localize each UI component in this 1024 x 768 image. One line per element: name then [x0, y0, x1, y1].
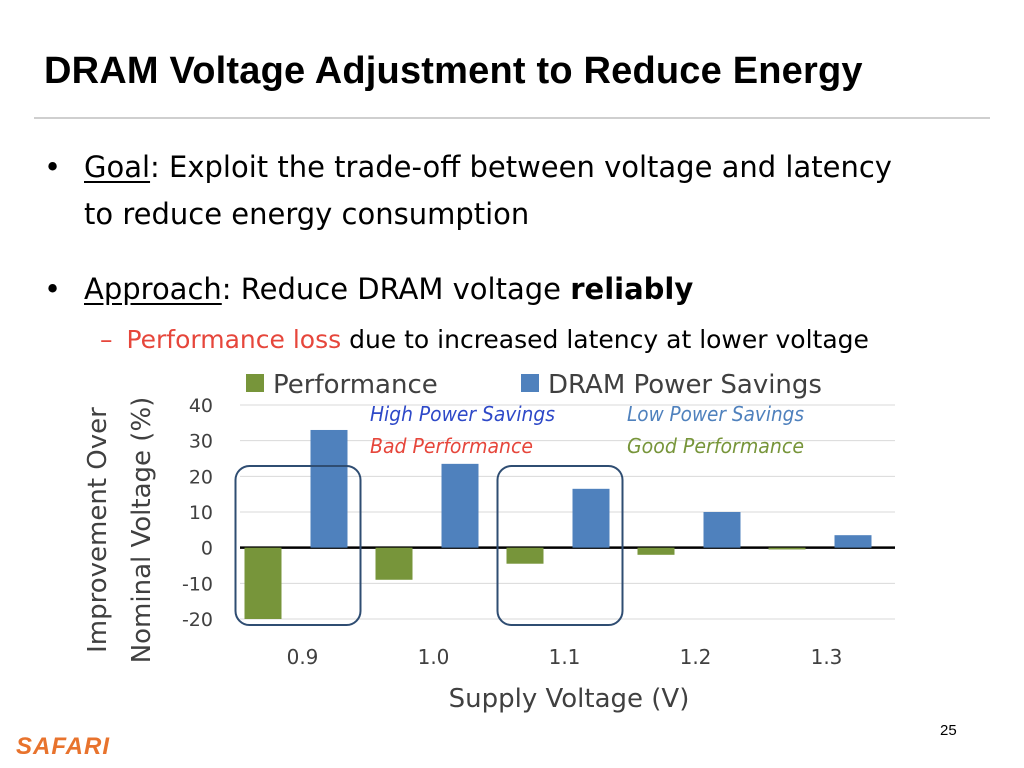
legend-swatch — [246, 374, 264, 392]
bar-performance — [506, 547, 544, 564]
legend-swatch — [521, 374, 539, 392]
goal-bullet-line1: Goal: Exploit the trade-off between volt… — [84, 150, 892, 184]
y-tick-label: 10 — [189, 502, 213, 524]
sub-dash: – — [100, 325, 113, 354]
approach-emphasis: reliably — [570, 272, 694, 306]
approach-subbullet: – Performance loss due to increased late… — [100, 325, 869, 354]
x-axis-title: Supply Voltage (V) — [449, 684, 690, 714]
bar-power-savings — [703, 512, 741, 548]
performance-loss-text: due to increased latency at lower voltag… — [341, 325, 869, 354]
y-tick-label: 30 — [189, 431, 213, 453]
y-tick-label: -20 — [182, 609, 213, 631]
title-divider — [34, 117, 990, 119]
annotation-line1: High Power Savings — [370, 402, 555, 426]
bar-performance — [244, 547, 282, 619]
goal-label: Goal — [84, 150, 151, 184]
bar-power-savings — [310, 429, 348, 548]
bar-performance — [768, 547, 806, 550]
safari-logo: SAFARI — [16, 733, 111, 760]
highlight-box — [234, 465, 362, 626]
annotation-line2: Bad Performance — [370, 434, 533, 458]
approach-label: Approach — [84, 272, 222, 306]
y-tick-label: 0 — [201, 538, 213, 560]
approach-text: : Reduce DRAM voltage — [221, 272, 571, 306]
annotation-line2: Good Performance — [627, 434, 804, 458]
bar-performance — [637, 547, 675, 555]
x-tick-label: 1.2 — [680, 645, 712, 669]
bar-performance — [375, 547, 413, 580]
bar-power-savings — [834, 535, 872, 548]
x-tick-label: 0.9 — [287, 645, 319, 669]
annotation-line1: Low Power Savings — [627, 402, 804, 426]
bar-power-savings — [441, 463, 479, 548]
bar-power-savings — [572, 488, 610, 548]
slide-title: DRAM Voltage Adjustment to Reduce Energy — [44, 50, 863, 92]
approach-bullet: Approach: Reduce DRAM voltage reliably — [84, 272, 693, 306]
highlight-box — [496, 465, 624, 626]
x-tick-label: 1.3 — [811, 645, 843, 669]
bullet-marker: • — [44, 272, 62, 306]
y-axis-title: Improvement Over — [83, 407, 113, 653]
bullet-marker: • — [44, 150, 62, 184]
goal-bullet-line2: to reduce energy consumption — [84, 197, 530, 231]
y-tick-label: 20 — [189, 466, 213, 488]
x-tick-label: 1.1 — [549, 645, 581, 669]
slide-number: 25 — [940, 722, 957, 739]
goal-text: : Exploit the trade-off between voltage … — [150, 150, 892, 184]
x-tick-label: 1.0 — [418, 645, 450, 669]
legend-label: Performance — [273, 370, 438, 400]
y-axis-title: Nominal Voltage (%) — [127, 397, 157, 664]
legend-label: DRAM Power Savings — [548, 370, 822, 400]
performance-loss-label: Performance loss — [126, 325, 342, 354]
y-tick-label: 40 — [189, 395, 213, 417]
y-tick-label: -10 — [182, 573, 213, 595]
